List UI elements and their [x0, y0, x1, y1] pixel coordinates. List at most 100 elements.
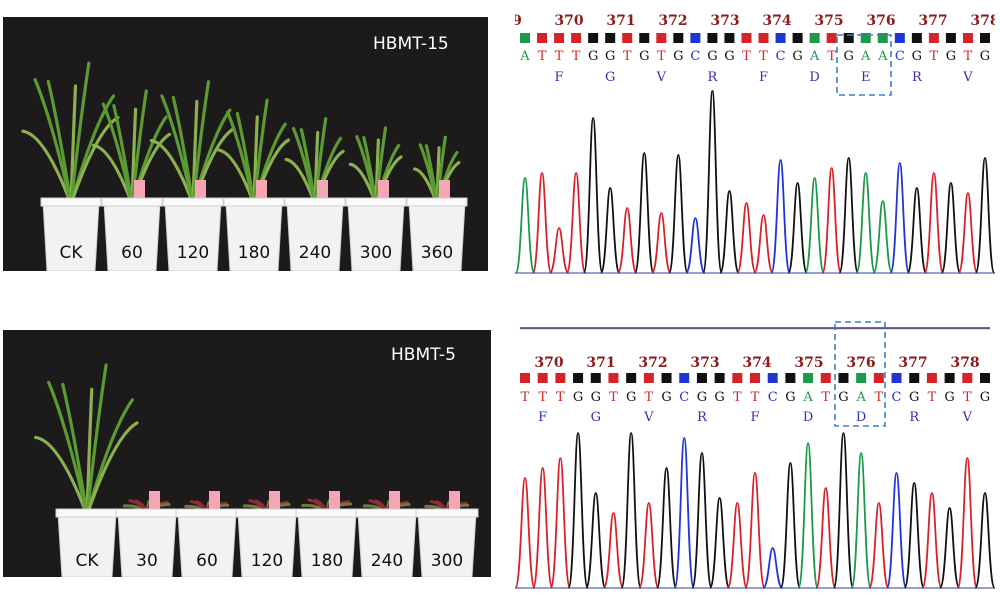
position-numbers: 9 370 371 372 373 374 375 376 377 378: [515, 13, 995, 29]
pot-rim: [295, 508, 359, 518]
base-color-blocks: [520, 373, 990, 383]
plant-tag: [317, 180, 328, 206]
base-call: T: [964, 49, 973, 64]
plant-tag: [378, 180, 389, 206]
base-call: G: [980, 49, 990, 64]
amino-acid: V: [962, 70, 973, 85]
leaf: [69, 61, 91, 206]
dose-label: CK: [75, 551, 99, 571]
peak-T: [549, 457, 571, 589]
base-block: [588, 33, 599, 43]
base-call: A: [855, 390, 866, 405]
leaf: [299, 128, 317, 206]
codon-position: 378: [970, 13, 995, 29]
peak-C: [889, 162, 911, 274]
peak-T: [548, 227, 570, 274]
amino-acid: F: [750, 410, 759, 425]
peak-G: [974, 157, 995, 274]
base-call: C: [776, 49, 786, 64]
leaf: [34, 435, 89, 517]
base-block: [605, 33, 616, 43]
peak-G: [691, 452, 713, 589]
leaf: [46, 79, 73, 206]
base-call: G: [588, 49, 598, 64]
amino-acid: D: [809, 70, 819, 85]
peak-G: [668, 154, 689, 274]
peak-T: [651, 212, 672, 274]
base-block: [741, 33, 752, 43]
photo-hbmt-5: HBMT-5 CK 30 60 120 180 240 300: [3, 330, 491, 577]
base-block: [573, 373, 584, 383]
base-block: [962, 33, 973, 43]
pot-rim: [101, 197, 163, 207]
peak-T: [753, 214, 774, 274]
codon-position: 373: [710, 13, 739, 29]
base-call: C: [690, 49, 700, 64]
base-block: [707, 33, 718, 43]
codon-376-highlight: [834, 321, 886, 427]
base-call: T: [821, 390, 830, 405]
position-numbers: 370 371 372 373 374 375 376 377 378: [534, 355, 979, 371]
amino-acid: F: [555, 70, 564, 85]
base-block: [891, 373, 902, 383]
dose-label: 360: [421, 243, 453, 263]
leaf: [191, 80, 211, 206]
amino-acid: D: [856, 410, 866, 425]
pots: CK 30 60 120 180 240 300: [55, 508, 479, 577]
base-block: [673, 33, 684, 43]
plant-photo-svg: HBMT-5 CK 30 60 120 180 240 300: [34, 345, 479, 577]
pot-rim: [355, 508, 419, 518]
base-call: A: [802, 390, 813, 405]
base-block: [785, 373, 796, 383]
peak-G: [599, 187, 621, 274]
base-block: [696, 373, 707, 383]
base-call: G: [591, 390, 601, 405]
dose-label: 300: [431, 551, 463, 571]
base-block: [877, 33, 888, 43]
leaf: [130, 89, 148, 206]
plants: [34, 363, 470, 517]
peak-T: [515, 477, 536, 589]
pot-rim: [345, 197, 407, 207]
pot-rim: [175, 508, 239, 518]
base-call: G: [707, 49, 717, 64]
base-call: G: [673, 49, 683, 64]
codon-position: 377: [898, 355, 927, 371]
peak-A: [515, 177, 536, 274]
base-call: G: [605, 49, 615, 64]
leaf: [235, 111, 256, 206]
peak-T: [957, 192, 979, 274]
base-call: G: [661, 390, 671, 405]
peak-T: [532, 467, 554, 589]
pot-rim: [115, 508, 179, 518]
line-label: HBMT-15: [373, 34, 449, 54]
amino-acid: V: [643, 410, 654, 425]
peak-G: [702, 90, 723, 274]
base-call: G: [944, 390, 954, 405]
base-block: [520, 33, 530, 43]
base-block: [520, 373, 530, 383]
peak-G: [838, 157, 859, 274]
base-block: [590, 373, 601, 383]
pots: CK 60 120 180 240 300 360: [40, 197, 468, 271]
base-block: [656, 33, 667, 43]
peak-T: [616, 207, 638, 274]
base-block: [962, 373, 973, 383]
peak-T: [868, 502, 890, 589]
peak-T: [736, 202, 757, 274]
peak-G: [567, 432, 589, 589]
amino-acid: V: [656, 70, 667, 85]
base-call: T: [609, 390, 618, 405]
amino-acid: G: [605, 70, 615, 85]
base-block: [926, 373, 937, 383]
codon-position: 377: [918, 13, 947, 29]
amino-acid: D: [803, 410, 813, 425]
base-call: T: [733, 390, 742, 405]
base-call: T: [930, 49, 939, 64]
base-block: [792, 33, 803, 43]
base-block: [944, 373, 955, 383]
base-call: G: [573, 390, 583, 405]
